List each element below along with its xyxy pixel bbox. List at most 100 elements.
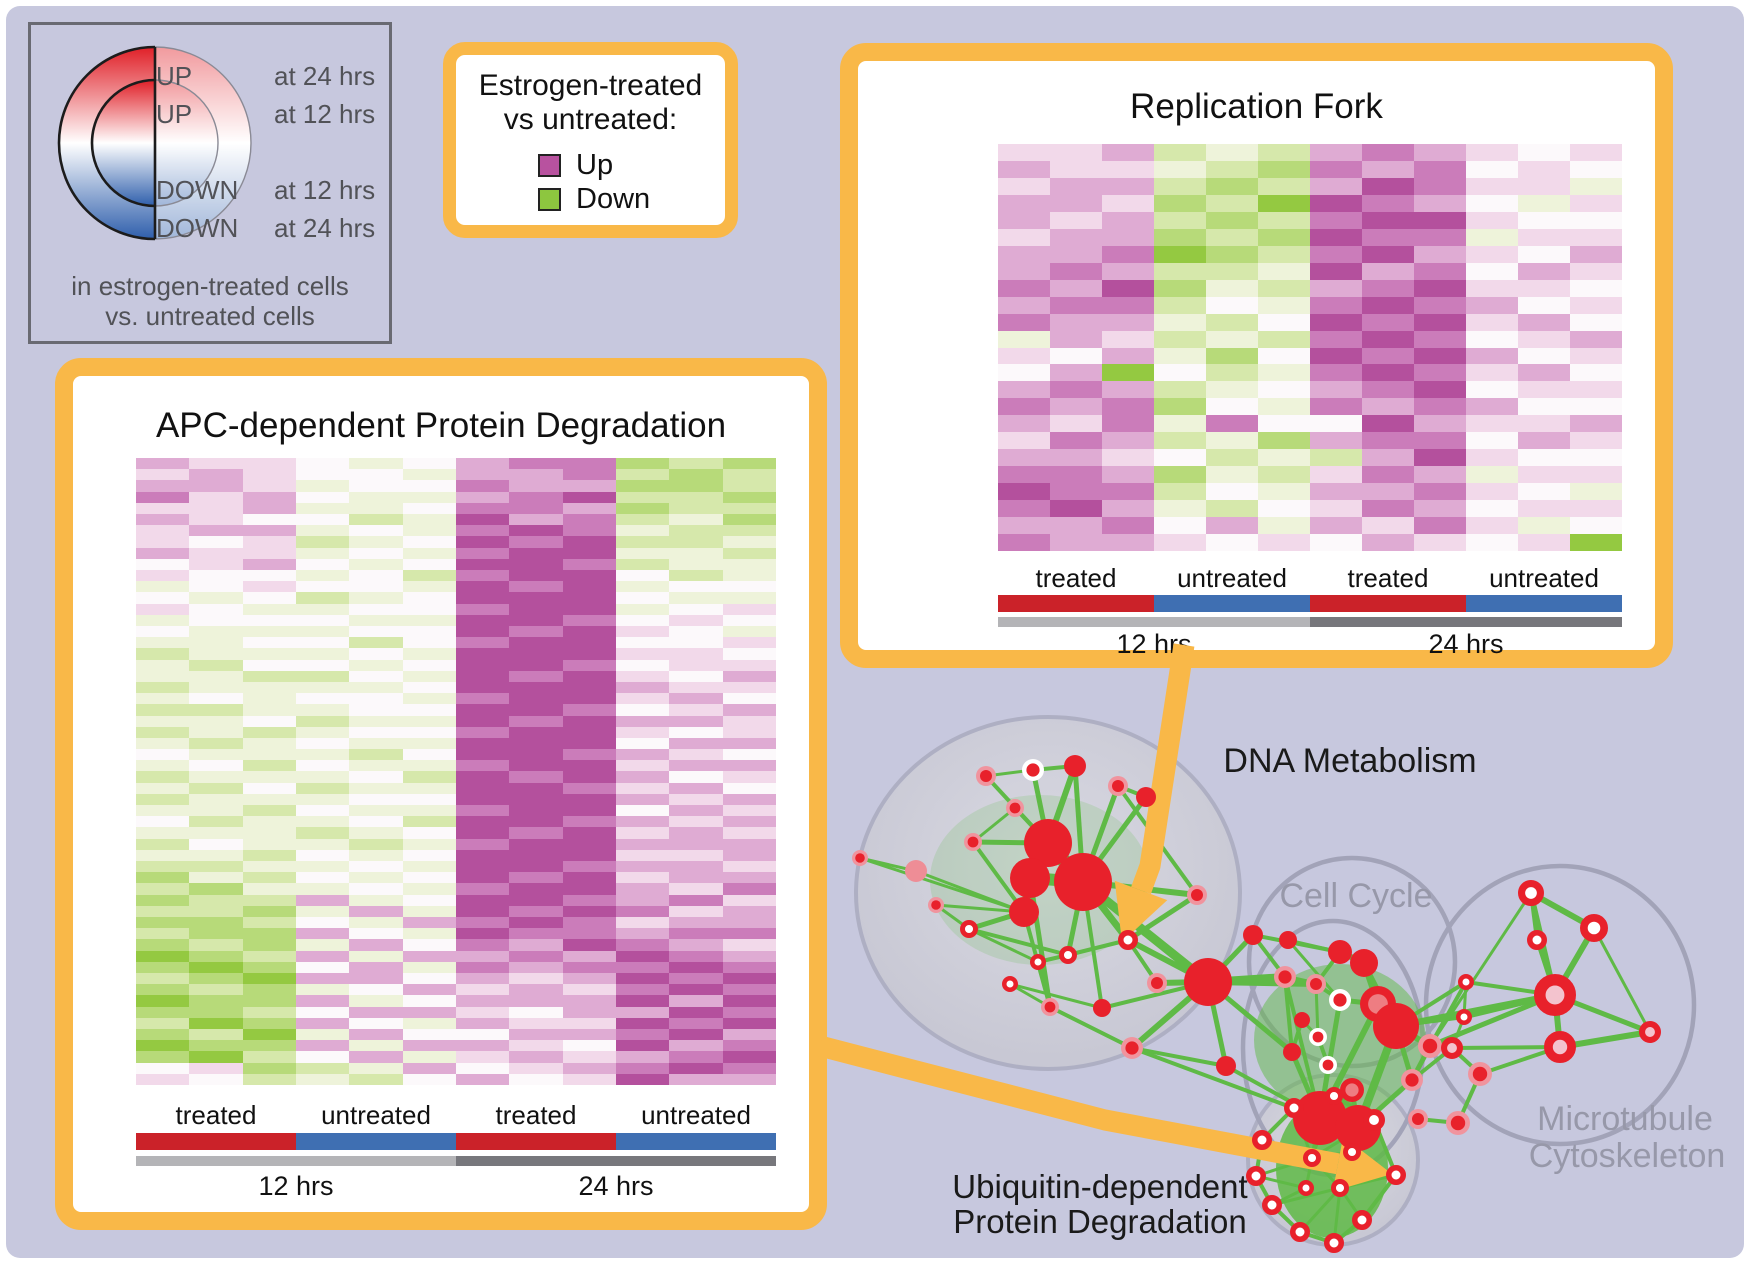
heatmap-cell (722, 558, 776, 570)
heatmap-cell (1414, 364, 1466, 382)
heatmap-cell (349, 525, 403, 537)
heatmap-cell (1050, 245, 1102, 263)
heatmap-cell (1154, 194, 1206, 212)
heatmap-cell (189, 581, 243, 593)
heatmap-cell (1570, 177, 1622, 195)
heatmap-cell (998, 432, 1050, 450)
heatmap-cell (1050, 330, 1102, 348)
heatmap-cell (669, 491, 723, 503)
heatmap-cell (455, 502, 510, 514)
heatmap-cell (1466, 279, 1518, 297)
heatmap-cell (1518, 534, 1570, 551)
heatmap-cell (1206, 160, 1258, 178)
heatmap-cell (242, 760, 296, 772)
heatmap-cell (1206, 483, 1258, 501)
heatmap-cell (615, 973, 670, 985)
heatmap-cell (998, 330, 1050, 348)
heatmap-cell (615, 726, 670, 738)
heatmap-cell (1466, 466, 1518, 484)
heatmap-cell (1310, 347, 1362, 365)
heatmap-cell (1466, 483, 1518, 501)
heatmap-cell (722, 603, 776, 615)
heatmap-cell (455, 625, 510, 638)
heatmap-cell (1414, 398, 1466, 416)
heatmap-cell (242, 905, 296, 918)
heatmap-cell (1414, 517, 1466, 535)
time-color-segment (1310, 617, 1622, 627)
heatmap-cell (136, 614, 190, 626)
heatmap-cell (295, 1017, 350, 1030)
heatmap-cell (295, 625, 350, 638)
heatmap-cell (1466, 228, 1518, 246)
heatmap-cell (349, 715, 403, 727)
heatmap-cell (615, 581, 670, 593)
heatmap-cell (1518, 432, 1570, 450)
heatmap-cell (1206, 347, 1258, 365)
heatmap-cell (295, 984, 350, 996)
heatmap-cell (349, 872, 403, 884)
heatmap-cell (1258, 483, 1310, 501)
heatmap-cell (349, 782, 403, 794)
heatmap-cell (1050, 194, 1102, 212)
heatmap-cell (242, 659, 296, 671)
heatmap-cell (669, 793, 723, 806)
heatmap-cell (1258, 262, 1310, 280)
heatmap-cell (402, 726, 456, 738)
heatmap-cell (722, 1017, 776, 1030)
heatmap-cell (669, 905, 723, 918)
heatmap-cell (136, 861, 190, 873)
heatmap-cell (189, 569, 243, 582)
heatmap-cell (1466, 177, 1518, 195)
heatmap-cell (295, 793, 350, 806)
heatmap-cell (562, 637, 616, 649)
heatmap-cell (295, 670, 350, 682)
heatmap-cell (402, 603, 456, 615)
heatmap-cell (402, 928, 456, 940)
heatmap-cell (455, 491, 510, 503)
heatmap-cell (1362, 330, 1414, 348)
heatmap-cell (509, 793, 563, 806)
heatmap-cell (295, 928, 350, 940)
heatmap-cell (402, 995, 456, 1007)
heatmap-cell (615, 782, 670, 794)
heatmap-cell (1570, 415, 1622, 433)
heatmap-cell (242, 726, 296, 738)
heatmap-cell (1102, 432, 1154, 450)
heatmap-cell (402, 961, 456, 974)
heatmap-cell (669, 816, 723, 828)
heatmap-cell (1154, 330, 1206, 348)
heatmap-cell (189, 670, 243, 682)
heatmap-cell (136, 917, 190, 929)
heatmap-cell (669, 973, 723, 985)
heatmap-cell (349, 637, 403, 649)
heatmap-cell (455, 894, 510, 906)
heatmap-cell (136, 905, 190, 918)
heatmap-cell (295, 872, 350, 884)
heatmap-cell (669, 592, 723, 604)
heatmap-cell (295, 849, 350, 862)
heatmap-cell (722, 704, 776, 716)
heatmap-cell (509, 872, 563, 884)
heatmap-cell (189, 973, 243, 985)
heatmap-cell (1414, 500, 1466, 518)
heatmap-cell (562, 894, 616, 906)
heatmap-cell (998, 483, 1050, 501)
heatmap-cell (562, 816, 616, 828)
heatmap-cell (615, 458, 670, 470)
heatmap-cell (998, 449, 1050, 467)
heatmap-cell (295, 917, 350, 929)
heatmap-cell (998, 245, 1050, 263)
heatmap-cell (669, 681, 723, 694)
heatmap-cell (562, 749, 616, 761)
heatmap-cell (455, 693, 510, 705)
heatmap-cell (455, 681, 510, 694)
legend-title-line2: vs untreated: (503, 103, 678, 136)
heatmap-cell (615, 1040, 670, 1052)
heatmap-cell (242, 469, 296, 481)
heatmap-cell (189, 793, 243, 806)
heatmap-cell (1518, 415, 1570, 433)
heatmap-cell (669, 771, 723, 783)
heatmap-cell (455, 973, 510, 985)
heatmap-cell (136, 648, 190, 660)
heatmap-cell (189, 502, 243, 514)
